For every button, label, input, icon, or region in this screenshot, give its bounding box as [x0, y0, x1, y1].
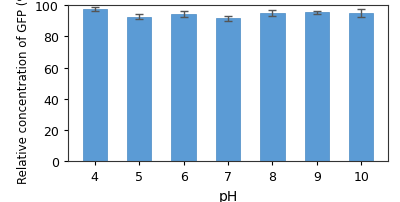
Y-axis label: Relative concentration of GFP (%): Relative concentration of GFP (%) — [16, 0, 30, 183]
Bar — [127, 18, 151, 162]
Bar — [171, 15, 196, 162]
Bar — [305, 13, 329, 162]
X-axis label: pH: pH — [218, 189, 238, 202]
Bar — [82, 10, 107, 162]
Bar — [260, 14, 285, 162]
Bar — [349, 14, 374, 162]
Bar — [216, 19, 240, 162]
